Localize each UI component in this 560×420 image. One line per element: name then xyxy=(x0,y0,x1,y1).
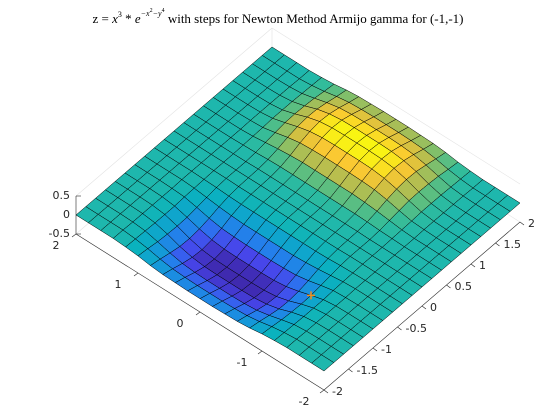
box-edge xyxy=(271,27,521,185)
x-tick-label: 2 xyxy=(528,217,535,230)
title-part: z = xyxy=(92,11,112,26)
surface-face xyxy=(311,354,335,372)
y-tick-label: -2 xyxy=(299,395,310,408)
title-part: x xyxy=(111,11,118,26)
x-tick xyxy=(495,242,500,247)
y-tick xyxy=(195,311,201,316)
step-marker xyxy=(307,291,315,300)
y-tick-label: 1 xyxy=(115,278,122,291)
x-tick-label: -1.5 xyxy=(357,364,378,377)
y-tick xyxy=(319,389,325,394)
title-part: −y xyxy=(153,9,162,18)
x-tick-label: -2 xyxy=(332,385,343,398)
x-tick-label: 1 xyxy=(479,259,486,272)
title-part: * xyxy=(122,11,135,26)
x-tick-label: 0.5 xyxy=(455,280,473,293)
x-tick xyxy=(519,221,525,226)
y-tick xyxy=(257,350,263,355)
y-tick-label: 2 xyxy=(53,239,60,252)
x-tick xyxy=(446,284,451,289)
chart-title: z = x3 * e−x2−y4 with steps for Newton M… xyxy=(92,8,463,26)
x-tick xyxy=(397,326,402,331)
x-tick-label: 0 xyxy=(430,301,437,314)
y-tick xyxy=(133,272,139,277)
title-part: 2 xyxy=(150,8,153,14)
z-tick-label: -0.5 xyxy=(49,227,70,240)
z-tick-label: 0.5 xyxy=(53,189,71,202)
x-tick xyxy=(470,263,476,268)
x-tick xyxy=(323,389,329,394)
title-part: with steps for Newton Method Armijo gamm… xyxy=(165,11,464,26)
box-edge xyxy=(75,27,273,197)
x-tick xyxy=(348,368,353,373)
title-part: −x xyxy=(141,9,150,18)
y-tick-label: 0 xyxy=(177,317,184,330)
z-tick-label: 0 xyxy=(63,208,70,221)
x-tick-label: 1.5 xyxy=(504,238,522,251)
title-part: 3 xyxy=(118,10,122,19)
title-part: e xyxy=(135,11,141,26)
x-tick-label: -1 xyxy=(381,343,392,356)
x-tick xyxy=(421,305,427,310)
y-tick xyxy=(71,233,77,238)
x-tick xyxy=(372,347,378,352)
y-tick-label: -1 xyxy=(237,356,248,369)
title-part: 4 xyxy=(162,8,165,14)
x-tick-label: -0.5 xyxy=(406,322,427,335)
